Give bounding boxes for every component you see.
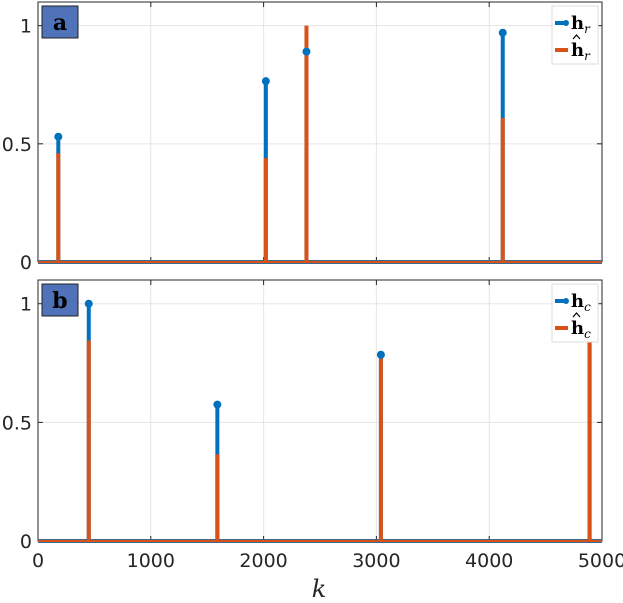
legend-subscript: r bbox=[584, 22, 591, 36]
panel-tag-a: a bbox=[41, 5, 79, 39]
panel-tag-box bbox=[41, 283, 79, 317]
stem-marker-true bbox=[261, 77, 270, 86]
legend-entry-label: hr bbox=[571, 40, 591, 63]
legend-box bbox=[551, 5, 599, 65]
stem-marker-true bbox=[376, 350, 385, 359]
legend-entry-label: hc bbox=[571, 318, 591, 341]
legend-hat-accent bbox=[572, 312, 581, 318]
legend-entry-label: hc bbox=[571, 291, 591, 314]
legend-entry-label: hr bbox=[571, 13, 591, 36]
stem-marker-true bbox=[54, 132, 63, 141]
panel-tag-label: b bbox=[52, 288, 67, 314]
legend-swatch-marker bbox=[563, 298, 569, 304]
y-tick-label: 0 bbox=[20, 531, 32, 553]
stem-marker-true bbox=[302, 47, 311, 56]
stem-marker-true bbox=[213, 400, 222, 409]
legend-swatch-marker bbox=[563, 20, 569, 26]
x-tick-label: 1000 bbox=[127, 550, 175, 572]
panel-tag-box bbox=[41, 5, 79, 39]
plot-area bbox=[38, 280, 602, 541]
legend-symbol: h bbox=[571, 318, 584, 339]
x-tick-label: 2000 bbox=[239, 550, 287, 572]
legend-symbol: h bbox=[571, 291, 584, 312]
legend-symbol: h bbox=[571, 13, 584, 34]
panel-tag-b: b bbox=[41, 283, 79, 317]
panel-tag-label: a bbox=[53, 10, 67, 36]
x-tick-label: 5000 bbox=[578, 550, 623, 572]
x-tick-label: 0 bbox=[32, 550, 44, 572]
x-tick-label: 4000 bbox=[465, 550, 513, 572]
y-tick-label: 0 bbox=[20, 252, 32, 274]
y-tick-label: 1 bbox=[20, 16, 32, 38]
legend-subscript: c bbox=[584, 300, 591, 314]
stem-marker-true bbox=[84, 299, 93, 308]
legend-box bbox=[551, 283, 599, 343]
y-tick-label: 0.5 bbox=[2, 412, 32, 434]
legend-subscript: r bbox=[584, 49, 591, 63]
legend-symbol: h bbox=[571, 40, 584, 61]
plot-area bbox=[38, 2, 602, 262]
legend-subscript: c bbox=[584, 327, 591, 341]
legend-hat-accent bbox=[572, 34, 581, 40]
y-tick-label: 1 bbox=[20, 294, 32, 316]
y-tick-label: 0.5 bbox=[2, 134, 32, 156]
stem-marker-true bbox=[498, 28, 507, 37]
x-tick-label: 3000 bbox=[352, 550, 400, 572]
x-axis-label: k bbox=[312, 575, 327, 603]
